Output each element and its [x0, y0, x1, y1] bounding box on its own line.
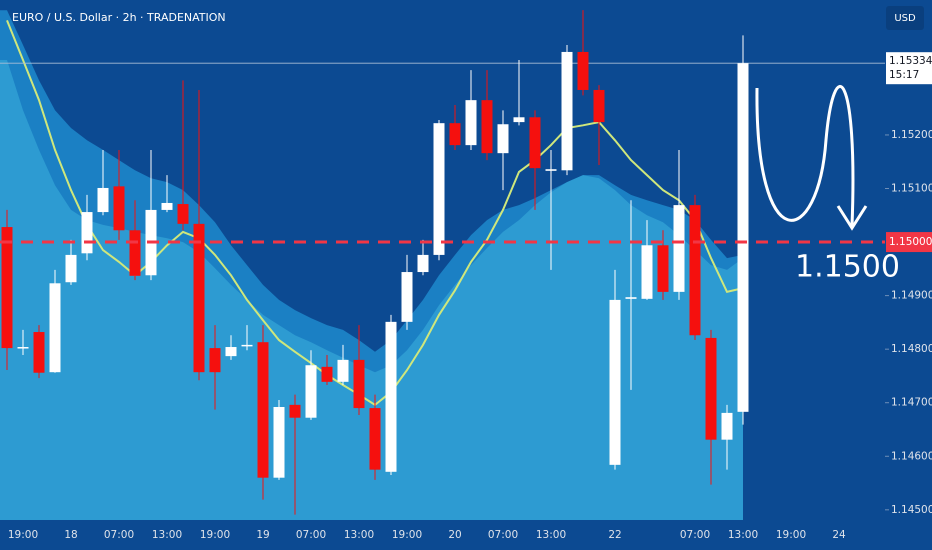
level-label-box: [886, 232, 932, 253]
candle-body: [481, 100, 493, 154]
candle-body: [593, 89, 605, 123]
candle-body: [49, 283, 61, 373]
x-tick-label: 13:00: [536, 529, 566, 541]
arrow-path: [755, 85, 855, 227]
candle-body: [529, 117, 541, 169]
candle-body: [401, 272, 413, 322]
last-price-box: [886, 52, 932, 85]
candle-body: [33, 332, 45, 373]
candle-body: [305, 365, 317, 418]
candle-body: [289, 404, 301, 418]
candle-body: [337, 359, 349, 382]
candle-body: [81, 212, 93, 254]
candle-body: [577, 51, 589, 90]
x-tick-label: 07:00: [104, 529, 134, 541]
y-tick-label: 1.14800: [891, 343, 932, 355]
x-tick-label: 13:00: [152, 529, 182, 541]
y-tick-label: 1.15200: [891, 129, 932, 141]
candle-body: [561, 51, 573, 171]
candle-body: [273, 407, 285, 478]
candle-body: [721, 412, 733, 440]
candle-body: [465, 100, 477, 146]
x-tick-label: 13:00: [728, 529, 758, 541]
x-tick-label: 07:00: [680, 529, 710, 541]
x-tick-label: 19: [256, 529, 269, 541]
candle-body: [705, 337, 717, 440]
x-tick-label: 20: [448, 529, 461, 541]
candle-body: [17, 347, 29, 349]
y-tick-label: 1.14900: [891, 290, 932, 302]
candle-body: [321, 366, 333, 382]
candle-body: [657, 245, 669, 292]
candle-body: [689, 205, 701, 336]
candle-body: [257, 342, 269, 478]
currency-button[interactable]: [886, 6, 924, 30]
candle-body: [1, 227, 13, 349]
overlay-area: [0, 60, 743, 520]
candle-body: [417, 254, 429, 273]
y-tick-label: 1.14600: [891, 450, 932, 462]
candle-body: [241, 344, 253, 347]
candle-body: [449, 123, 461, 146]
x-tick-label: 22: [608, 529, 621, 541]
x-tick-label: 07:00: [488, 529, 518, 541]
candle-body: [225, 347, 237, 357]
candle-body: [369, 408, 381, 470]
candle-body: [353, 359, 365, 409]
candle-body: [385, 321, 397, 472]
arrow-head: [836, 205, 868, 231]
candle-body: [433, 123, 445, 255]
candle-body: [609, 299, 621, 465]
candle-body: [625, 297, 637, 299]
currency-label: USD: [894, 13, 916, 24]
x-tick-label: 13:00: [344, 529, 374, 541]
candle-body: [113, 186, 125, 231]
y-tick-label: 1.15100: [891, 183, 932, 195]
candle-body: [513, 117, 525, 123]
annotation: 1.1500: [795, 250, 900, 285]
candle-body: [65, 254, 77, 283]
level-label: 1.15000: [889, 236, 932, 248]
candle-body: [193, 223, 205, 373]
x-tick-label: 19:00: [392, 529, 422, 541]
candle-body: [497, 124, 509, 154]
x-tick-label: 19:00: [200, 529, 230, 541]
last-price-label: 1.15334: [889, 55, 932, 67]
candle-body: [97, 187, 109, 213]
x-tick-label: 07:00: [296, 529, 326, 541]
chart-title: EURO / U.S. Dollar · 2h · TRADENATION: [12, 11, 226, 24]
candle-body: [737, 63, 749, 412]
candle-body: [209, 348, 221, 373]
candle-body: [545, 169, 557, 171]
candle-body: [673, 205, 685, 292]
x-tick-label: 18: [64, 529, 77, 541]
candle-body: [129, 230, 141, 276]
x-tick-label: 19:00: [776, 529, 806, 541]
y-tick-label: 1.14500: [891, 504, 932, 516]
countdown-label: 15:17: [889, 69, 919, 81]
candle-body: [641, 245, 653, 299]
plot: 1.15200 1.15100 1.14900 1.14800 1.14700 1.146…: [0, 10, 932, 541]
x-tick-label: 24: [832, 529, 846, 541]
candle-body: [161, 202, 173, 210]
x-tick-label: 19:00: [8, 529, 38, 541]
candle-body: [177, 204, 189, 224]
y-tick-label: 1.14700: [891, 397, 932, 409]
